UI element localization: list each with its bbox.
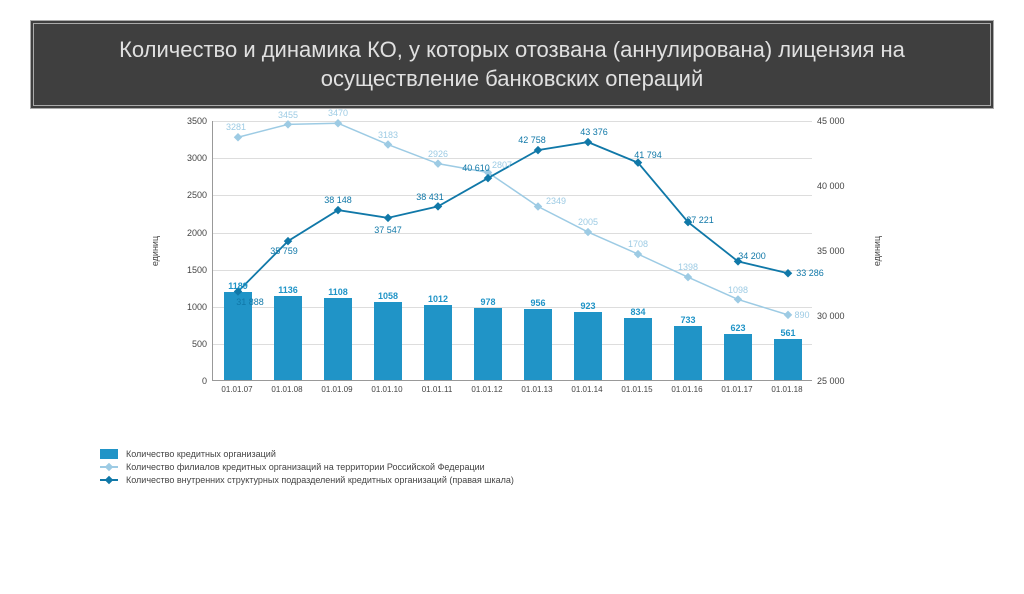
x-tick: 01.01.09 bbox=[321, 385, 352, 394]
line-swatch-icon bbox=[100, 462, 118, 472]
bar-value-label: 1058 bbox=[378, 291, 398, 301]
legend-label: Количество кредитных организаций bbox=[126, 449, 276, 459]
x-tick: 01.01.07 bbox=[221, 385, 252, 394]
subdiv-point-label: 34 200 bbox=[738, 251, 766, 261]
branches-point-label: 2349 bbox=[546, 196, 566, 206]
y-tick-left: 3500 bbox=[177, 116, 207, 126]
branches-point-label: 1098 bbox=[728, 285, 748, 295]
bar-value-label: 923 bbox=[580, 301, 595, 311]
bar-value-label: 1189 bbox=[228, 281, 248, 291]
bar-value-label: 1012 bbox=[428, 294, 448, 304]
bar-value-label: 834 bbox=[630, 307, 645, 317]
x-tick: 01.01.10 bbox=[371, 385, 402, 394]
y-tick-left: 500 bbox=[177, 339, 207, 349]
legend-label: Количество внутренних структурных подраз… bbox=[126, 475, 514, 485]
line-swatch-icon bbox=[100, 475, 118, 485]
left-axis-label: единиц bbox=[150, 236, 160, 266]
subdiv-point-label: 38 431 bbox=[416, 192, 444, 202]
x-tick: 01.01.16 bbox=[671, 385, 702, 394]
branches-point-label: 3183 bbox=[378, 130, 398, 140]
legend-item-branches: Количество филиалов кредитных организаци… bbox=[100, 462, 800, 472]
bar-value-label: 1136 bbox=[278, 285, 298, 295]
subdiv-point-label: 38 148 bbox=[324, 195, 352, 205]
branches-point-label: 1398 bbox=[678, 262, 698, 272]
branches-point-label: 3281 bbox=[226, 122, 246, 132]
x-tick: 01.01.08 bbox=[271, 385, 302, 394]
branches-point-label: 2005 bbox=[578, 217, 598, 227]
subdiv-point-label: 31 888 bbox=[236, 297, 264, 307]
subdiv-point-label: 43 376 bbox=[580, 127, 608, 137]
subdiv-point-label: 41 794 bbox=[634, 150, 662, 160]
y-tick-left: 1500 bbox=[177, 265, 207, 275]
branches-point-label: 2926 bbox=[428, 149, 448, 159]
y-tick-right: 25 000 bbox=[817, 376, 862, 386]
right-axis-label: единиц bbox=[872, 236, 882, 266]
y-tick-right: 45 000 bbox=[817, 116, 862, 126]
branches-point-label: 1708 bbox=[628, 239, 648, 249]
y-tick-right: 40 000 bbox=[817, 181, 862, 191]
bar-value-label: 733 bbox=[680, 315, 695, 325]
subdiv-point-label: 33 286 bbox=[796, 268, 824, 278]
branches-point-label: 890 bbox=[794, 310, 809, 320]
subdiv-point-label: 35 759 bbox=[270, 246, 298, 256]
bar-value-label: 1108 bbox=[328, 287, 348, 297]
y-tick-left: 0 bbox=[177, 376, 207, 386]
bar-value-label: 978 bbox=[480, 297, 495, 307]
y-tick-left: 3000 bbox=[177, 153, 207, 163]
page-title: Количество и динамика КО, у которых отоз… bbox=[30, 20, 994, 109]
plot-region: 1189 1136 1108 1058 1012 978 956 923 834 733 623 56… bbox=[212, 121, 812, 381]
bar-value-label: 956 bbox=[530, 298, 545, 308]
y-tick-left: 2500 bbox=[177, 190, 207, 200]
y-tick-left: 2000 bbox=[177, 228, 207, 238]
legend-item-bars: Количество кредитных организаций bbox=[100, 449, 800, 459]
x-tick: 01.01.14 bbox=[571, 385, 602, 394]
x-tick: 01.01.13 bbox=[521, 385, 552, 394]
y-tick-right: 30 000 bbox=[817, 311, 862, 321]
subdiv-point-label: 40 610 bbox=[462, 163, 490, 173]
branches-point-label: 3455 bbox=[278, 110, 298, 120]
x-tick: 01.01.17 bbox=[721, 385, 752, 394]
branches-point-label: 3470 bbox=[328, 108, 348, 118]
subdiv-point-label: 42 758 bbox=[518, 135, 546, 145]
subdiv-point-label: 37 221 bbox=[686, 215, 714, 225]
x-tick: 01.01.18 bbox=[771, 385, 802, 394]
bar-value-label: 561 bbox=[780, 328, 795, 338]
legend-label: Количество филиалов кредитных организаци… bbox=[126, 462, 485, 472]
branches-point-label: 2807 bbox=[492, 160, 512, 170]
subdiv-point-label: 37 547 bbox=[374, 225, 402, 235]
legend: Количество кредитных организаций Количес… bbox=[100, 449, 800, 485]
y-tick-left: 1000 bbox=[177, 302, 207, 312]
bar-swatch-icon bbox=[100, 449, 118, 459]
chart-area: единиц единиц 0 500 1000 1500 2000 2500 3000 35… bbox=[132, 121, 892, 441]
x-tick: 01.01.11 bbox=[422, 385, 453, 394]
legend-item-subdiv: Количество внутренних структурных подраз… bbox=[100, 475, 800, 485]
x-tick: 01.01.15 bbox=[621, 385, 652, 394]
y-tick-right: 35 000 bbox=[817, 246, 862, 256]
x-tick: 01.01.12 bbox=[471, 385, 502, 394]
bar-value-label: 623 bbox=[730, 323, 745, 333]
